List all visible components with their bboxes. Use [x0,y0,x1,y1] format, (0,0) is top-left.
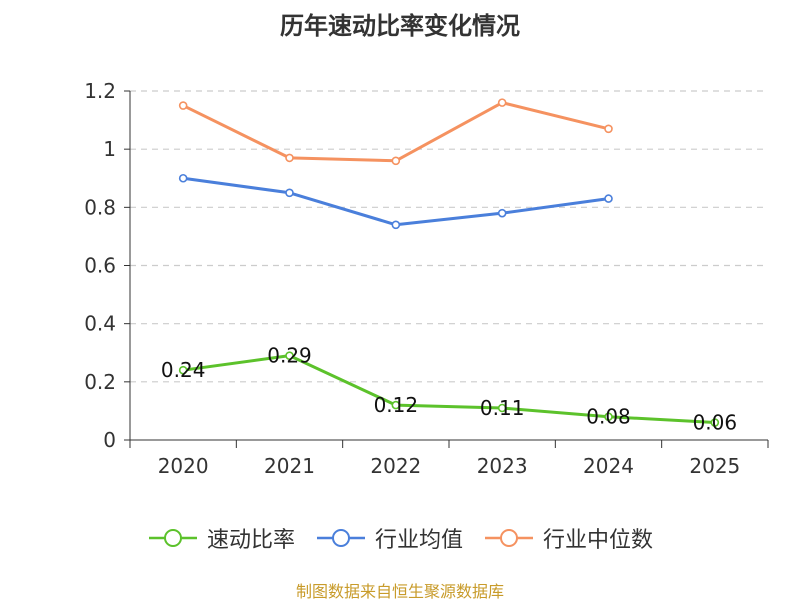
series-line-0 [182,354,715,425]
data-label: 0.12 [374,393,419,417]
data-point [285,153,294,163]
legend-marker-icon [148,529,197,547]
data-point [391,400,401,410]
data-point [178,101,188,110]
y-tick-label: 0.6 [84,254,116,278]
legend-label: 速动比率 [206,528,295,553]
data-label: 0.29 [267,344,312,368]
data-point [604,412,613,422]
y-tick-label: 0.8 [84,195,116,219]
chart-title: 历年速动比率变化情况 [280,12,520,40]
legend-label: 行业均值 [374,528,463,553]
data-label: 0.11 [480,396,525,420]
y-tick-label: 0 [103,428,116,452]
data-point [604,194,613,203]
y-tick-label: 1 [103,137,116,161]
legend-circle [331,529,350,547]
y-tick-label: 0.4 [84,312,116,336]
data-point [285,351,294,360]
legend-label: 行业中位数 [543,528,654,553]
legend-circle [163,529,182,547]
data-labels: 0.24 0.29 0.12 0.11 0.08 0.06 [161,344,737,435]
data-point [497,98,507,107]
legend-item-0[interactable]: 速动比率 [147,522,295,554]
legend-marker-icon [316,529,365,547]
y-tick-label: 1.2 [84,79,116,103]
series-line-1 [182,176,609,227]
x-tick-label: 2021 [264,454,315,478]
data-point [710,418,720,427]
data-point [391,220,401,230]
legend: 速动比率 行业均值 行业中位数 [0,518,800,558]
data-label: 0.24 [161,358,206,382]
x-tick-label: 2020 [158,454,209,478]
legend-item-1[interactable]: 行业均值 [315,522,463,554]
series-lines [178,98,720,427]
data-point [285,188,294,198]
y-tick-label: 0.2 [84,370,116,394]
legend-item-2[interactable]: 行业中位数 [483,522,653,554]
legend-marker-icon [485,529,533,547]
data-point [178,173,188,183]
legend-circle [500,529,518,547]
x-tick-label: 2023 [477,454,528,478]
data-label: 0.08 [586,405,631,429]
axes: 0 0.2 0.4 0.6 0.8 1 1.2 2020 2021 2022 2023 2024 202… [84,79,769,478]
grid-lines [130,90,768,383]
data-point [178,365,188,375]
data-point [391,156,401,166]
data-point [497,208,507,218]
x-tick-label: 2024 [583,454,634,478]
source-note: 制图数据来自恒生聚源数据库 [295,582,504,601]
x-tick-label: 2025 [689,454,740,478]
series-line-2 [182,101,609,163]
data-label: 0.06 [693,411,738,435]
data-point [604,124,613,134]
x-tick-label: 2022 [370,454,421,478]
data-point [497,403,507,413]
